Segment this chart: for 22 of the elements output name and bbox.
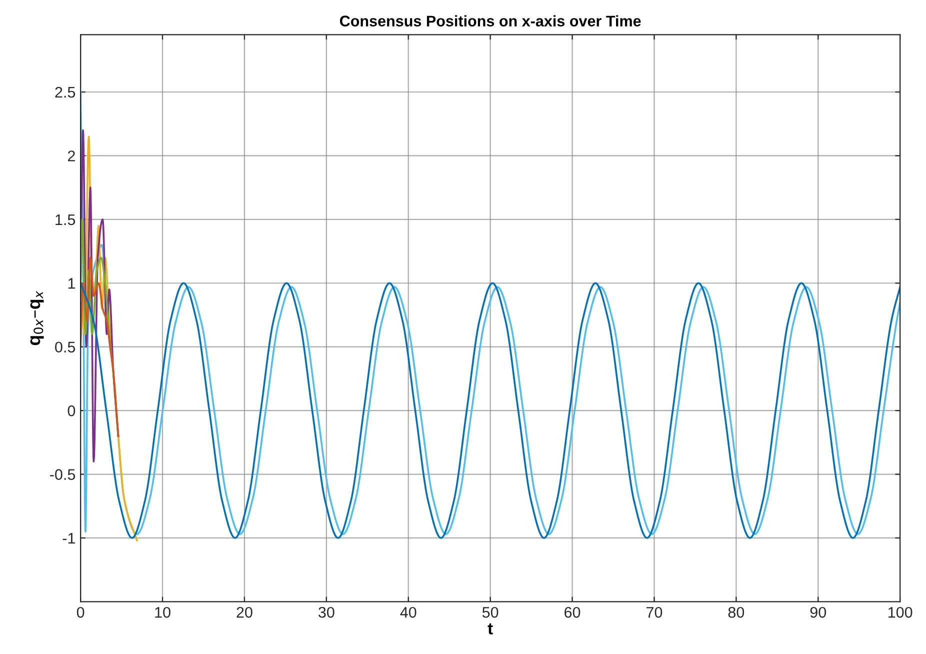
y-tick-label: 1.5 [56,214,76,226]
chart-title: Consensus Positions on x-axis over Time [340,15,641,26]
x-tick-label: 40 [400,606,416,618]
x-tick-label: 0 [76,606,84,618]
y-tick-label: 1 [68,278,75,289]
y-tick-label: 2 [68,150,75,162]
y-tick-label: 0 [68,405,76,416]
x-tick-label: 60 [564,606,580,618]
x-tick-label: 90 [810,606,826,618]
x-tick-label: 30 [318,606,334,618]
y-tick-label: 2.5 [55,86,76,98]
y-tick-label: 0.5 [55,342,76,353]
x-tick-label: 80 [728,606,744,618]
y-axis-title: q$_{0x}$–q$_{x}$ [30,290,44,346]
x-tick-label: 100 [888,606,912,618]
x-tick-label: 20 [236,606,252,618]
x-tick-label: 10 [155,606,170,618]
y-tick-label: -1 [62,532,75,544]
x-tick-label: 50 [482,606,498,618]
y-tick-label: -0.5 [50,469,76,480]
x-axis-title: t [488,623,493,634]
x-tick-label: 70 [646,606,662,618]
